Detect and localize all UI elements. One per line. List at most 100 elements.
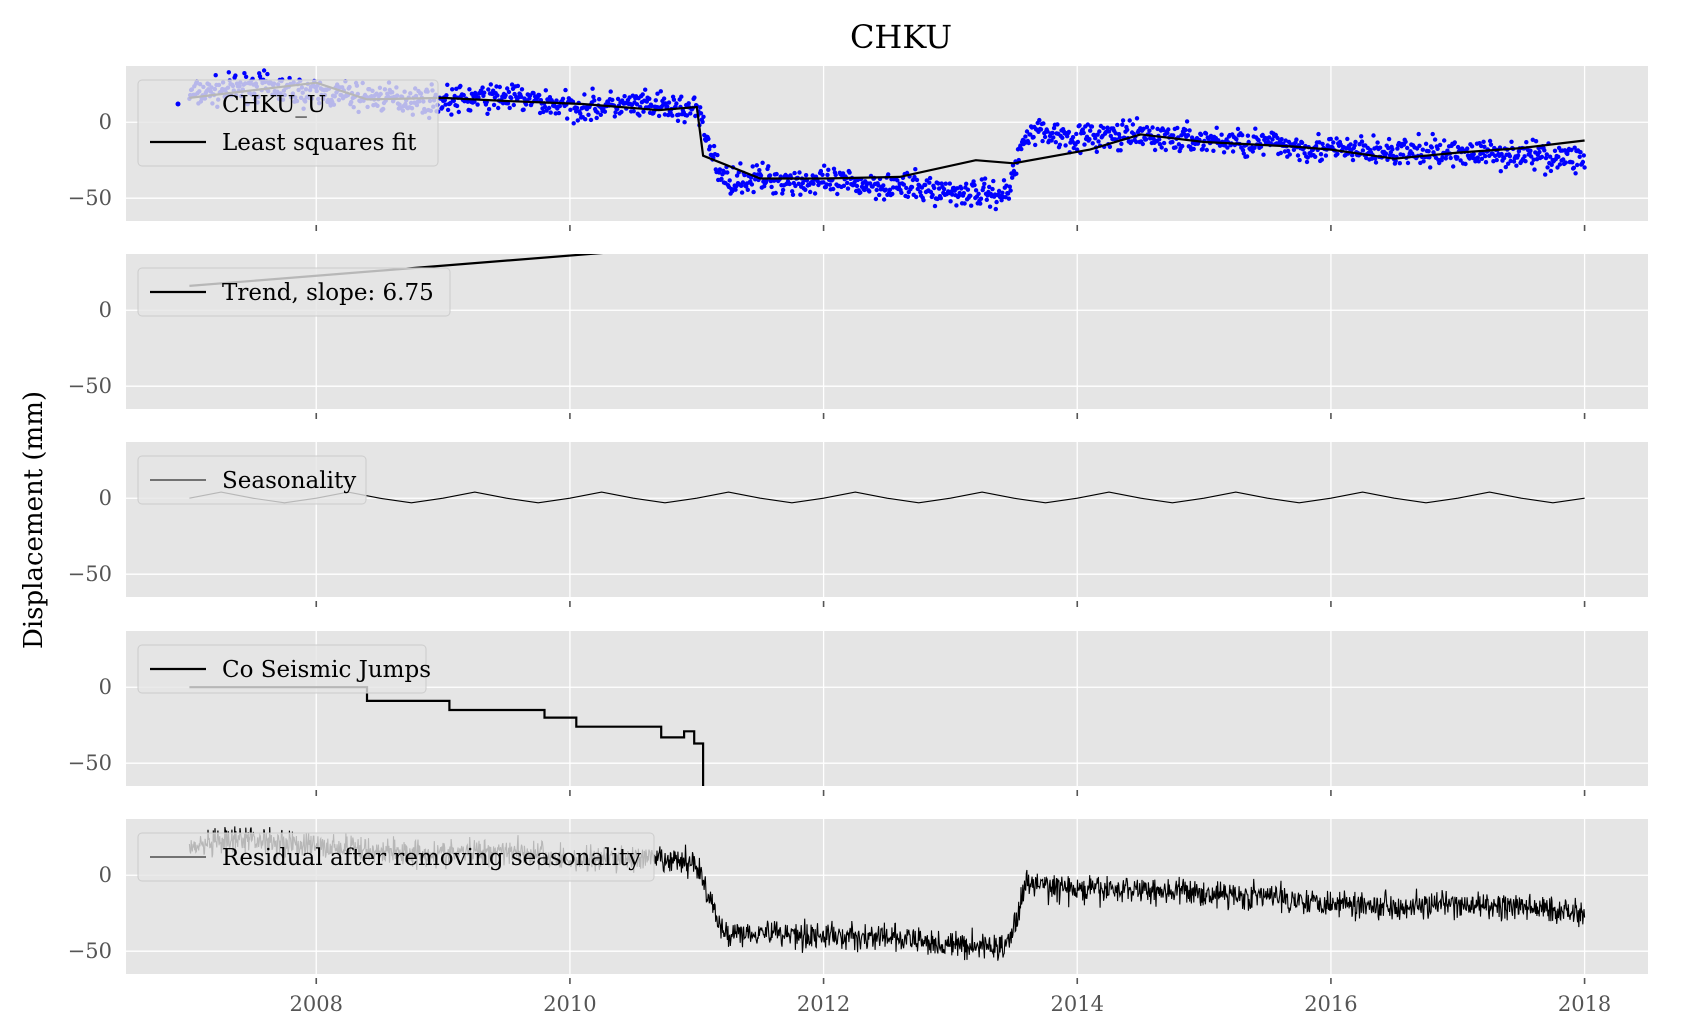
data-point (1045, 129, 1050, 134)
data-point (1483, 160, 1489, 165)
data-point (1561, 157, 1566, 162)
data-point (1189, 135, 1195, 140)
data-point (1080, 127, 1086, 132)
data-point (1317, 140, 1322, 145)
y-tick-label: −50 (68, 186, 112, 210)
data-point (1014, 171, 1019, 176)
data-point (1465, 146, 1470, 151)
data-point (1235, 126, 1241, 132)
data-point (1508, 158, 1513, 164)
data-point (845, 186, 851, 191)
data-point (711, 143, 717, 149)
data-point (1051, 135, 1056, 140)
data-point (981, 185, 986, 190)
data-point (1038, 127, 1044, 132)
data-point (1033, 142, 1038, 148)
data-point (1134, 139, 1139, 145)
data-point (445, 82, 450, 88)
data-point (780, 191, 785, 196)
y-tick-label: −50 (68, 562, 112, 586)
data-point (521, 107, 526, 112)
data-point (810, 173, 815, 178)
data-point (613, 110, 618, 115)
data-point (955, 186, 960, 191)
data-point (622, 94, 627, 99)
data-point (1157, 142, 1163, 147)
data-point (845, 180, 850, 186)
data-point (1556, 154, 1561, 159)
data-point (537, 92, 542, 98)
data-point (725, 170, 730, 175)
data-point (881, 183, 886, 188)
data-point (1295, 153, 1301, 158)
data-point (1350, 157, 1356, 163)
data-point (1563, 160, 1568, 165)
data-point (831, 166, 837, 171)
data-point (1345, 136, 1350, 142)
data-point (987, 204, 993, 209)
data-point (1316, 131, 1321, 137)
data-point (706, 136, 711, 142)
data-point (745, 187, 750, 192)
data-point (1090, 141, 1095, 146)
data-point (1547, 154, 1553, 159)
data-point (1244, 154, 1250, 159)
data-point (867, 189, 872, 194)
data-point (1214, 125, 1219, 130)
data-point (1400, 152, 1406, 158)
data-point (542, 104, 548, 110)
data-point (1375, 140, 1380, 145)
data-point (1581, 153, 1587, 158)
y-tick-label: 0 (99, 298, 112, 322)
data-point (1005, 191, 1011, 196)
data-point (826, 167, 831, 172)
data-point (1506, 161, 1511, 166)
data-point (914, 194, 919, 200)
data-point (758, 173, 764, 178)
data-point (1313, 154, 1318, 159)
data-point (927, 175, 933, 181)
data-point (1170, 139, 1175, 145)
data-point (1578, 150, 1583, 155)
data-point (1319, 157, 1325, 162)
data-point (506, 89, 512, 95)
data-point (486, 107, 492, 112)
data-point (1405, 160, 1411, 166)
data-point (653, 98, 658, 103)
data-point (1348, 142, 1353, 147)
data-point (1230, 149, 1236, 154)
data-point (796, 181, 801, 186)
data-point (1552, 148, 1558, 153)
data-point (472, 99, 477, 104)
data-point (1031, 134, 1036, 140)
y-tick-label: 0 (99, 863, 112, 887)
data-point (738, 161, 743, 166)
data-point (754, 163, 759, 168)
data-point (1180, 143, 1185, 149)
data-point (1549, 162, 1554, 167)
data-point (965, 187, 971, 192)
data-point (1241, 151, 1247, 156)
data-point (876, 183, 881, 188)
y-tick-label: −50 (68, 374, 112, 398)
data-point (1252, 145, 1257, 150)
data-point (1440, 155, 1445, 160)
data-point (582, 92, 587, 97)
data-point (1143, 137, 1149, 142)
data-point (679, 94, 684, 99)
data-point (1514, 163, 1519, 168)
data-point (1533, 139, 1539, 144)
data-point (1201, 143, 1206, 148)
data-point (984, 197, 989, 202)
legend: Residual after removing seasonality (137, 832, 655, 882)
data-point (1119, 141, 1124, 146)
data-point (1515, 153, 1521, 158)
data-point (461, 92, 466, 98)
data-point (1494, 157, 1499, 163)
data-point (1165, 130, 1170, 136)
data-point (1240, 147, 1246, 153)
legend-entry: CHKU_U (222, 92, 326, 118)
data-point (1405, 145, 1410, 151)
data-point (820, 172, 825, 177)
data-point (1423, 141, 1429, 146)
